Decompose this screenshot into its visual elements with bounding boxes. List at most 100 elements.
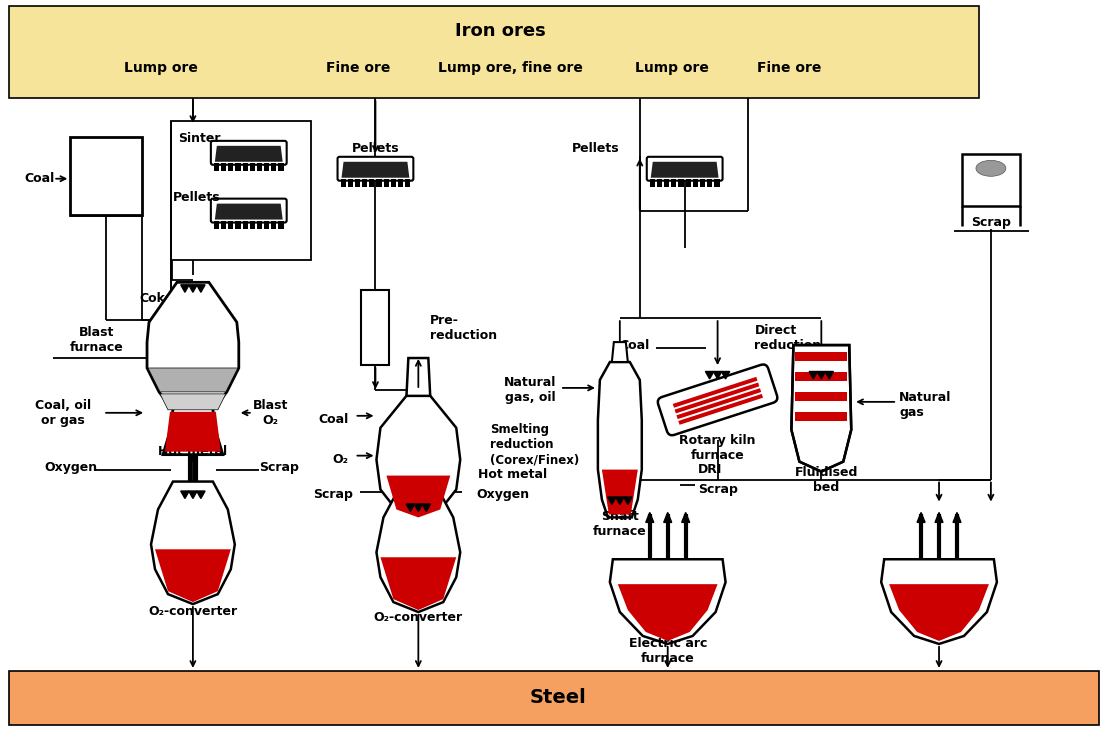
Text: Iron ores: Iron ores bbox=[454, 23, 545, 40]
FancyBboxPatch shape bbox=[9, 7, 979, 98]
Bar bbox=[257, 163, 263, 171]
Bar bbox=[257, 220, 263, 228]
Text: Scrap: Scrap bbox=[259, 461, 299, 474]
Text: Shaft
furnace: Shaft furnace bbox=[593, 510, 647, 539]
Text: Hot metal: Hot metal bbox=[158, 445, 227, 458]
Polygon shape bbox=[215, 146, 283, 162]
Polygon shape bbox=[387, 475, 450, 518]
Bar bbox=[796, 422, 848, 431]
Polygon shape bbox=[407, 358, 430, 398]
Text: Coke: Coke bbox=[138, 292, 173, 304]
Polygon shape bbox=[817, 372, 825, 379]
FancyBboxPatch shape bbox=[338, 157, 413, 181]
Bar bbox=[235, 220, 240, 228]
Bar bbox=[671, 179, 677, 187]
Text: Direct
reduction: Direct reduction bbox=[755, 324, 822, 352]
Text: Pre-
reduction: Pre- reduction bbox=[430, 314, 497, 342]
Polygon shape bbox=[612, 342, 628, 362]
Text: Coal: Coal bbox=[24, 172, 54, 185]
Text: Fine ore: Fine ore bbox=[326, 61, 391, 75]
Polygon shape bbox=[664, 512, 671, 523]
Bar bbox=[228, 220, 234, 228]
Bar bbox=[383, 179, 389, 187]
Polygon shape bbox=[618, 584, 718, 641]
Text: O₂: O₂ bbox=[332, 453, 349, 466]
Bar bbox=[369, 179, 375, 187]
Text: DRI: DRI bbox=[698, 463, 722, 476]
Bar bbox=[235, 163, 240, 171]
Polygon shape bbox=[650, 162, 719, 177]
FancyBboxPatch shape bbox=[211, 199, 287, 223]
Bar bbox=[796, 372, 848, 381]
Text: Pellets: Pellets bbox=[173, 191, 220, 204]
Bar bbox=[649, 179, 655, 187]
Text: O₂-converter: O₂-converter bbox=[373, 610, 463, 623]
Polygon shape bbox=[422, 504, 431, 512]
Bar bbox=[243, 163, 248, 171]
Bar bbox=[355, 179, 360, 187]
Bar bbox=[406, 179, 410, 187]
Text: Pellets: Pellets bbox=[572, 142, 619, 155]
Polygon shape bbox=[407, 504, 414, 512]
Text: Lump ore: Lump ore bbox=[635, 61, 709, 75]
Polygon shape bbox=[147, 283, 239, 455]
Polygon shape bbox=[598, 362, 642, 518]
FancyBboxPatch shape bbox=[678, 394, 763, 425]
Bar bbox=[340, 179, 346, 187]
Bar bbox=[264, 163, 269, 171]
Text: Coal, oil
or gas: Coal, oil or gas bbox=[35, 399, 91, 427]
Text: Oxygen: Oxygen bbox=[44, 461, 98, 474]
Polygon shape bbox=[181, 491, 189, 499]
FancyBboxPatch shape bbox=[9, 671, 1099, 725]
Bar bbox=[962, 154, 1019, 206]
Bar bbox=[796, 402, 848, 411]
Bar bbox=[220, 220, 226, 228]
Bar bbox=[664, 179, 669, 187]
Bar bbox=[796, 412, 848, 420]
Text: Coal: Coal bbox=[318, 413, 349, 426]
Text: Smelting
reduction
(Corex/Finex): Smelting reduction (Corex/Finex) bbox=[490, 423, 579, 466]
Polygon shape bbox=[616, 497, 624, 504]
Bar bbox=[707, 179, 712, 187]
Bar bbox=[214, 220, 219, 228]
Polygon shape bbox=[889, 584, 989, 641]
Bar bbox=[398, 179, 403, 187]
Bar bbox=[278, 220, 284, 228]
Bar bbox=[391, 179, 396, 187]
Polygon shape bbox=[721, 372, 730, 379]
Polygon shape bbox=[380, 557, 456, 610]
Bar bbox=[278, 163, 284, 171]
Bar bbox=[700, 179, 705, 187]
Bar bbox=[348, 179, 353, 187]
Text: Pellets: Pellets bbox=[351, 142, 399, 155]
Bar bbox=[715, 179, 719, 187]
Polygon shape bbox=[197, 491, 205, 499]
Polygon shape bbox=[953, 512, 961, 523]
Polygon shape bbox=[148, 368, 238, 392]
Bar bbox=[686, 179, 691, 187]
Bar bbox=[678, 179, 684, 187]
Polygon shape bbox=[935, 512, 943, 523]
Bar bbox=[264, 220, 269, 228]
Polygon shape bbox=[624, 497, 632, 504]
Bar bbox=[657, 179, 663, 187]
FancyBboxPatch shape bbox=[673, 377, 758, 408]
Bar bbox=[214, 163, 219, 171]
Polygon shape bbox=[160, 394, 226, 410]
Polygon shape bbox=[825, 372, 833, 379]
Polygon shape bbox=[155, 549, 230, 602]
Bar bbox=[220, 163, 226, 171]
Polygon shape bbox=[714, 372, 721, 379]
Bar bbox=[796, 382, 848, 391]
Polygon shape bbox=[607, 497, 616, 504]
Bar bbox=[243, 220, 248, 228]
FancyBboxPatch shape bbox=[677, 388, 761, 419]
Bar bbox=[796, 392, 848, 401]
Polygon shape bbox=[602, 469, 638, 515]
Bar bbox=[377, 179, 381, 187]
Text: Blast
furnace: Blast furnace bbox=[70, 326, 123, 354]
Bar bbox=[171, 121, 310, 261]
Bar bbox=[70, 137, 142, 215]
FancyBboxPatch shape bbox=[361, 291, 389, 365]
Polygon shape bbox=[188, 491, 197, 499]
